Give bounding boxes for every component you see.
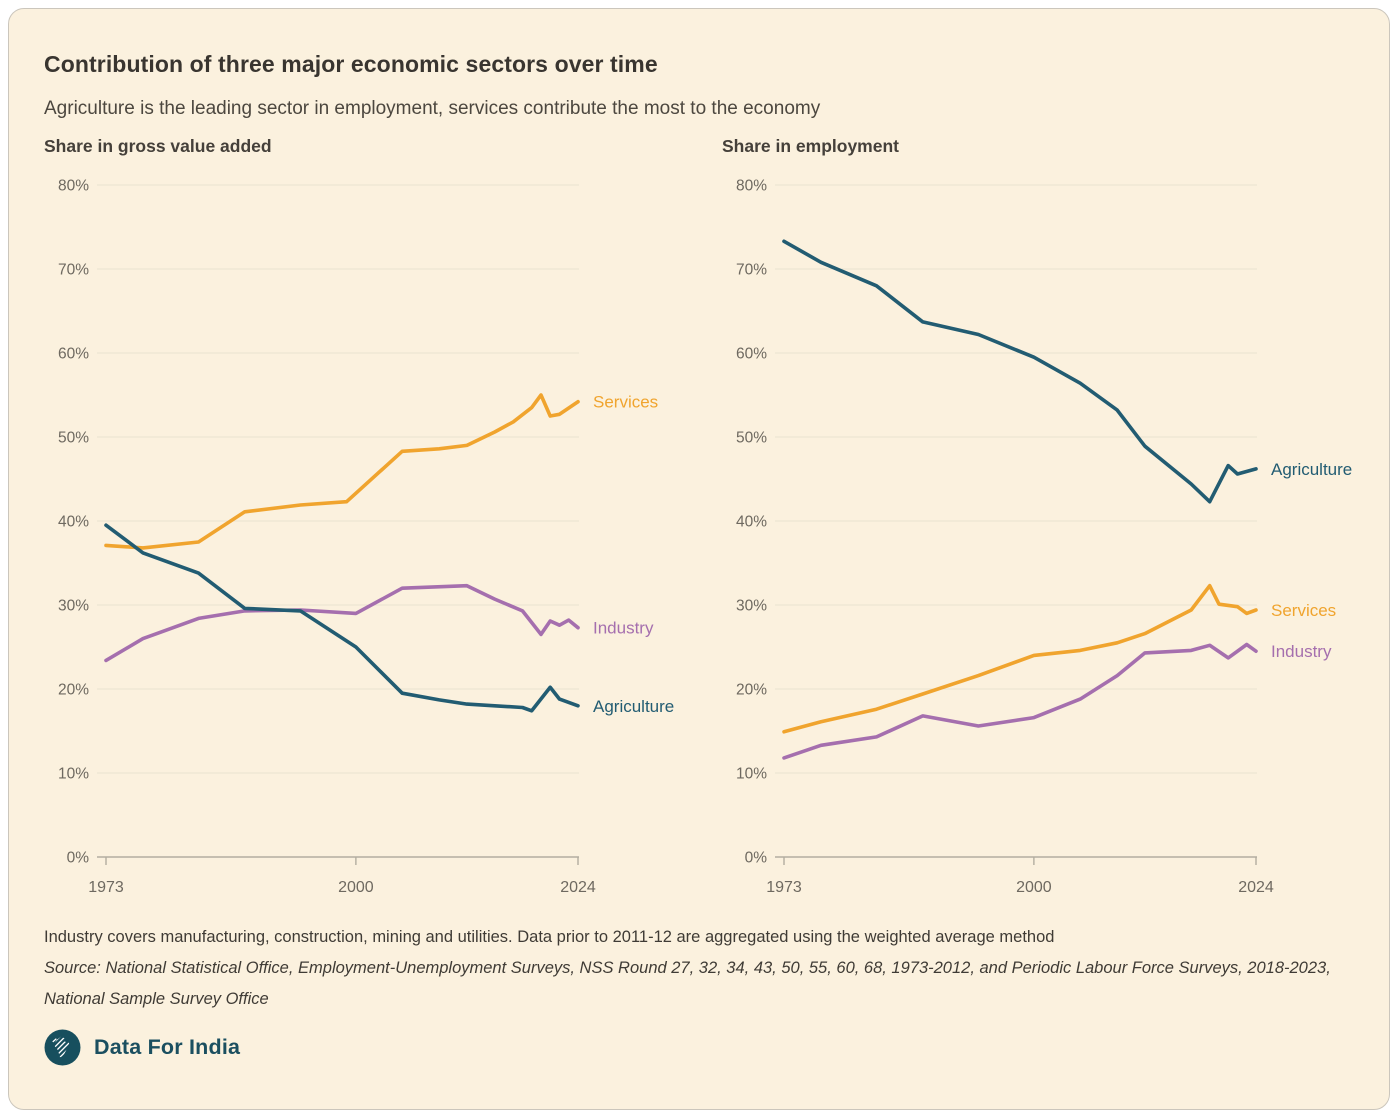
agriculture-series-label: Agriculture — [593, 697, 674, 716]
y-axis-tick-label: 80% — [58, 177, 89, 194]
source-note: Source: National Statistical Office, Emp… — [44, 959, 1331, 1008]
x-axis-tick-label: 1973 — [88, 879, 124, 896]
chart-employment: Share in employment 0% 10% 20% 30% 40% 50% 60%… — [722, 136, 1389, 908]
y-axis-tick-label: 10% — [736, 765, 767, 782]
page-title: Contribution of three major economic sec… — [44, 51, 658, 77]
gva-line-chart: 0% 10% 20% 30% 40% 50% 60% 70% 80% 1973 2000 2024 Se… — [58, 177, 674, 896]
x-axis-tick-label: 2024 — [560, 879, 596, 896]
y-axis-tick-label: 0% — [67, 849, 90, 866]
employment-line-chart: 0% 10% 20% 30% 40% 50% 60% 70% 80% 1973 2000 2024 Ag… — [736, 177, 1352, 896]
y-axis-tick-label: 60% — [736, 345, 767, 362]
industry-line — [782, 642, 1258, 760]
services-series-label: Services — [1271, 601, 1336, 620]
y-axis-tick-label: 10% — [58, 765, 89, 782]
footnote: Industry covers manufacturing, construct… — [44, 928, 1055, 946]
y-axis-tick-label: 40% — [736, 513, 767, 530]
y-axis-tick-label: 80% — [736, 177, 767, 194]
services-series-label: Services — [593, 393, 658, 412]
chart-gross-value-added: Share in gross value added 0% 10% 20% 30% 40… — [44, 136, 716, 908]
page-subtitle: Agriculture is the leading sector in emp… — [44, 98, 821, 119]
y-axis-tick-label: 50% — [58, 429, 89, 446]
industry-line — [104, 583, 580, 663]
x-axis-tick-label: 2000 — [1016, 879, 1052, 896]
y-axis-tick-label: 60% — [58, 345, 89, 362]
brand-name: Data For India — [94, 1035, 241, 1059]
charts-row: Share in gross value added 0% 10% 20% 30% 40… — [44, 136, 1354, 908]
x-axis-tick-label: 2024 — [1238, 879, 1274, 896]
x-axis-tick-label: 1973 — [766, 879, 802, 896]
y-axis-tick-label: 40% — [58, 513, 89, 530]
services-line — [782, 583, 1258, 734]
y-axis-tick-label: 50% — [736, 429, 767, 446]
agriculture-line — [782, 239, 1258, 504]
x-axis-tick-label: 2000 — [338, 879, 374, 896]
chart-title-employment: Share in employment — [722, 136, 899, 156]
y-axis-tick-label: 30% — [736, 597, 767, 614]
y-axis-tick-label: 20% — [58, 681, 89, 698]
y-axis-tick-label: 30% — [58, 597, 89, 614]
services-line — [104, 393, 580, 550]
chart-card: Contribution of three major economic sec… — [8, 8, 1390, 1110]
chart-title-gva: Share in gross value added — [44, 136, 272, 156]
y-axis-tick-label: 20% — [736, 681, 767, 698]
industry-series-label: Industry — [1271, 642, 1332, 661]
y-axis-tick-label: 70% — [58, 261, 89, 278]
agriculture-series-label: Agriculture — [1271, 460, 1352, 479]
agriculture-line — [104, 523, 580, 713]
y-axis-tick-label: 0% — [745, 849, 768, 866]
data-for-india-logo-icon — [44, 1029, 81, 1066]
industry-series-label: Industry — [593, 619, 654, 638]
brand-footer: Data For India — [44, 1029, 1354, 1066]
y-axis-tick-label: 70% — [736, 261, 767, 278]
